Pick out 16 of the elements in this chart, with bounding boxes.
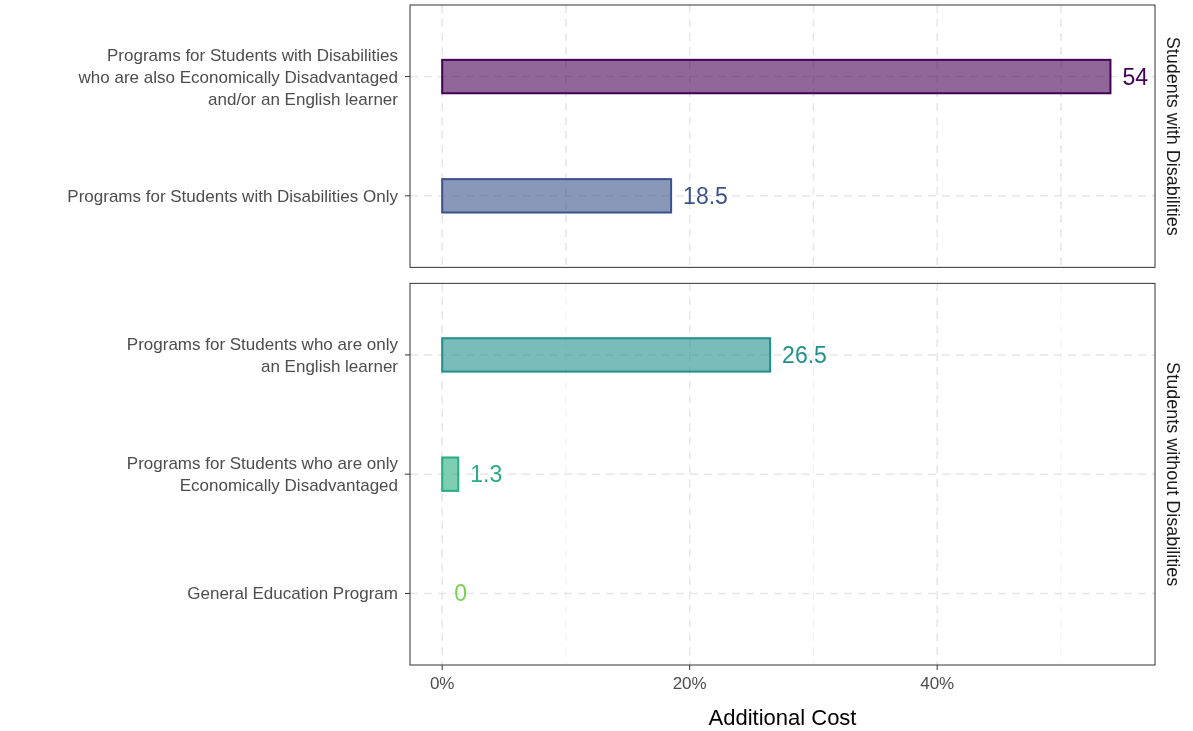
data-label: 18.5 <box>683 182 728 209</box>
data-label: 26.5 <box>782 341 827 368</box>
y-tick-label: Programs for Students with Disabilities Only <box>67 186 399 206</box>
x-tick-label: 40% <box>920 674 955 693</box>
data-label: 54 <box>1122 63 1149 90</box>
data-label: 1.3 <box>470 461 503 488</box>
x-axis-title: Additional Cost <box>708 705 857 730</box>
data-label: 0 <box>454 580 467 607</box>
text: Students without Disabilities <box>1162 362 1183 587</box>
y-tick-label: Programs for Students who are only Economically Disadvantaged <box>126 454 399 496</box>
y-tick-label: Programs for Students who are only an English learner <box>126 334 399 376</box>
y-tick-label: Programs for Students with Disabilities who are also Economically Disadvantaged and/or an English learner <box>77 45 399 109</box>
x-tick-label: 0% <box>429 674 455 693</box>
x-tick-label: 20% <box>672 674 707 693</box>
text: Students with Disabilities <box>1162 36 1183 236</box>
y-tick-label: General Education Program <box>187 584 398 604</box>
